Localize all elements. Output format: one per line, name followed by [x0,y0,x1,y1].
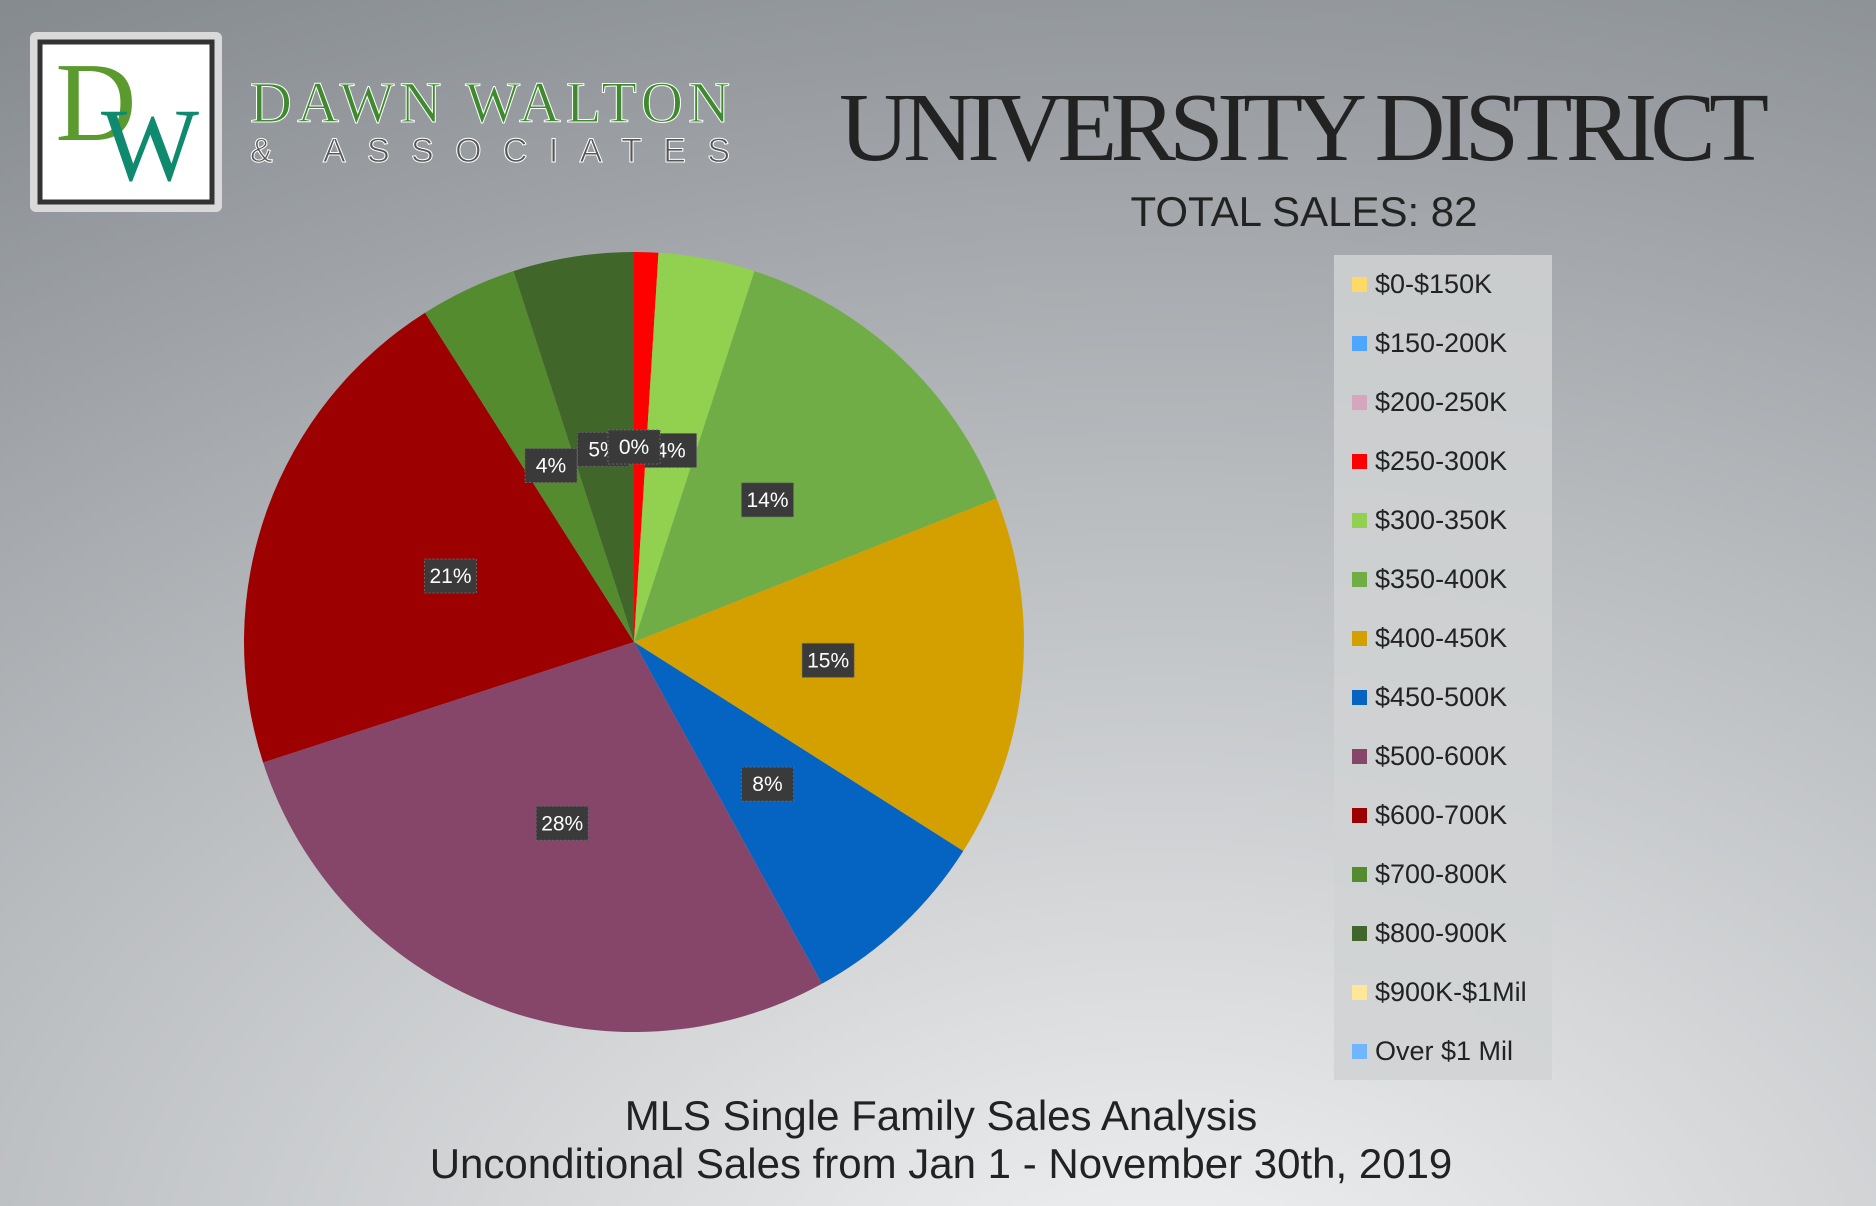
footer-line: Unconditional Sales from Jan 1 - Novembe… [430,1140,1453,1187]
pie-slice [634,271,997,642]
legend-swatch [1352,867,1367,882]
legend-label: Over $1 Mil [1375,1036,1513,1066]
legend-swatch [1352,690,1367,705]
data-label-box [524,448,578,484]
legend-label: $0-$150K [1375,269,1492,299]
data-label: 8% [752,773,782,796]
logo-name: DAWN WALTON [250,70,730,135]
data-label-box [535,805,589,841]
legend-swatch [1352,985,1367,1000]
pie-slice [513,252,634,642]
legend-label: $250-300K [1375,446,1507,476]
legend-swatch [1352,572,1367,587]
data-label: 4% [655,439,685,462]
data-label-box [740,482,794,518]
logo-monogram: W [101,88,199,203]
legend-swatch [1352,631,1367,646]
legend-swatch [1352,749,1367,764]
legend-label: $400-450K [1375,623,1507,653]
legend-label: $200-250K [1375,387,1507,417]
legend-box [1334,255,1552,1080]
legend-swatch [1352,395,1367,410]
legend-label: $450-500K [1375,682,1507,712]
legend-label: $350-400K [1375,564,1507,594]
legend-label: $800-900K [1375,918,1507,948]
data-label-box [607,429,661,465]
logo-monogram: D [56,41,137,165]
data-label-box [740,766,794,802]
legend-swatch [1352,513,1367,528]
data-label-box [424,558,478,594]
legend-label: $700-800K [1375,859,1507,889]
pie-slice [244,312,635,763]
legend-swatch [1352,277,1367,292]
legend-label: $600-700K [1375,800,1507,830]
legend-swatch [1352,336,1367,351]
data-label: 4% [536,455,566,478]
legend-swatch [1352,454,1367,469]
legend-label: $150-200K [1375,328,1507,358]
footer-line: MLS Single Family Sales Analysis [625,1092,1258,1139]
data-label: 28% [541,812,583,835]
data-label: 0% [619,436,649,459]
pie-slice [634,642,964,984]
data-label: 21% [430,565,472,588]
logo-box [37,39,215,205]
legend-swatch [1352,1044,1367,1059]
data-label: 14% [746,489,788,512]
legend-swatch [1352,808,1367,823]
chart-title: UNIVERSITY DISTRICT [839,74,1769,182]
chart-subtitle: TOTAL SALES: 82 [1130,188,1477,235]
data-label-box [801,642,855,678]
legend-label: $900K-$1Mil [1375,977,1527,1007]
legend-label: $500-600K [1375,741,1507,771]
data-label: 15% [807,649,849,672]
legend-label: $300-350K [1375,505,1507,535]
legend-swatch [1352,926,1367,941]
